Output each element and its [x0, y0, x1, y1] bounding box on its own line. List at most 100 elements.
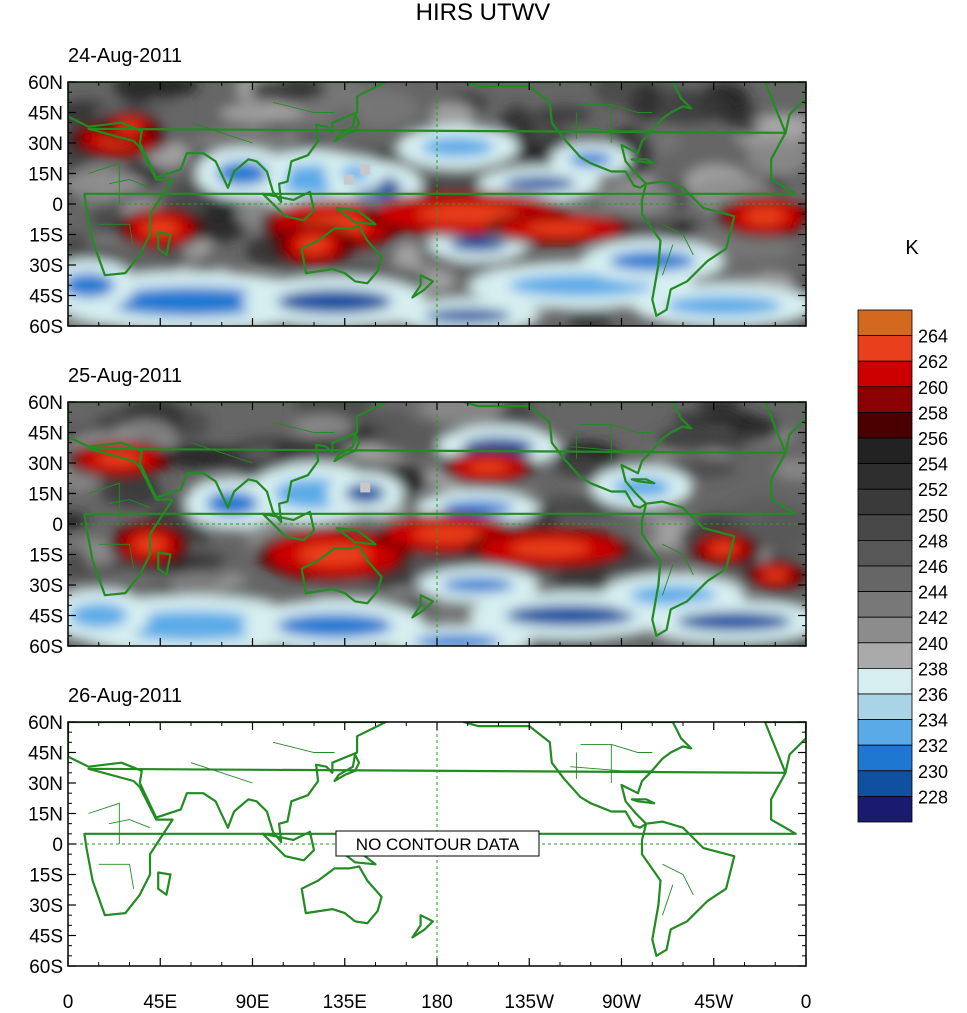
colorbar-swatches — [857, 309, 913, 823]
colorbar-label: 238 — [918, 659, 948, 679]
panel-date-label: 25-Aug-2011 — [68, 365, 182, 387]
border-line — [108, 819, 151, 829]
coastline — [68, 402, 387, 524]
longitude-tick-label: 180 — [421, 992, 453, 1013]
colorbar-label: 264 — [918, 327, 948, 347]
utwv-field — [68, 402, 806, 646]
border-line — [272, 741, 335, 753]
colorbar-swatch — [857, 488, 913, 516]
border-line — [580, 103, 653, 113]
colorbar-swatch — [857, 642, 913, 669]
colorbar-label: 228 — [918, 787, 948, 807]
coastline — [763, 82, 806, 134]
colorbar-label: 244 — [918, 583, 948, 603]
border-line — [108, 179, 151, 189]
colorbar-swatch — [857, 309, 913, 337]
panel-axes: 60N 45N 30N 15N 0 15S 30S 45S 60S — [28, 713, 807, 978]
coastline — [261, 830, 316, 862]
latitude-tick-label: 0 — [52, 195, 63, 216]
panel-axes: 60N 45N 30N 15N 0 15S 30S 45S 60S — [28, 393, 807, 658]
coastline — [300, 865, 383, 925]
colorbar-label: 254 — [918, 455, 948, 475]
latitude-tick-label: 15N — [28, 165, 63, 186]
latitude-tick-label: 45N — [28, 424, 63, 445]
border-line — [570, 126, 653, 132]
panel-date-label: 24-Aug-2011 — [68, 45, 182, 67]
colorbar-swatch — [857, 796, 913, 823]
coastline — [333, 753, 361, 783]
coastline — [462, 82, 693, 189]
colorbar-label: 258 — [918, 403, 948, 423]
colorbar-label: 252 — [918, 480, 948, 500]
colorbar-label: 246 — [918, 557, 948, 577]
latitude-tick-label: 60S — [29, 957, 63, 978]
coastline — [157, 871, 172, 896]
panel-24-aug: 24-Aug-2011 60N 45N 30N 15N 0 15S 30S 45S 60S — [28, 45, 807, 338]
border-line — [662, 863, 694, 896]
coastline — [462, 722, 693, 829]
border-line — [570, 446, 653, 452]
panel-axes: 60N 45N 30N 15N 0 15S 30S 45S 60S — [28, 73, 807, 338]
longitude-tick-label: 0 — [63, 992, 74, 1013]
latitude-tick-label: 60S — [29, 637, 63, 658]
colorbar-label: 262 — [918, 352, 948, 372]
border-line — [570, 766, 653, 772]
longitude-tick-label: 90E — [236, 992, 270, 1013]
colorbar-swatch — [857, 719, 913, 746]
border-line — [662, 223, 694, 256]
colorbar-swatch — [857, 360, 913, 388]
colorbar-swatch — [857, 565, 913, 593]
coastline — [83, 447, 797, 597]
latitude-tick-label: 60N — [28, 713, 63, 734]
panel-25-aug: 25-Aug-2011 60N 45N 30N 15N 0 15S 30S 45S 60S — [28, 365, 807, 658]
colorbar-swatch — [857, 591, 913, 618]
latitude-tick-label: 30S — [29, 896, 63, 917]
coastlines — [68, 402, 806, 646]
border-line — [190, 442, 253, 464]
coastline — [411, 914, 434, 939]
colorbar-label: 240 — [918, 634, 948, 654]
border-line — [272, 101, 335, 113]
latitude-tick-label: 45N — [28, 104, 63, 125]
coastline — [630, 478, 656, 485]
coastline — [640, 500, 736, 637]
latitude-tick-label: 60S — [29, 317, 63, 338]
coastline — [411, 274, 434, 299]
colorbar-unit: K — [905, 237, 919, 259]
panel-date-label: 26-Aug-2011 — [68, 685, 182, 707]
coastline — [335, 207, 377, 226]
colorbar-label: 236 — [918, 685, 948, 705]
longitude-tick-labels: 0 45E 90E 135E 180 135W 90W 45W 0 — [63, 992, 812, 1013]
border-line — [190, 122, 253, 144]
longitude-tick-label: 0 — [801, 992, 812, 1013]
latitude-tick-label: 15S — [29, 866, 63, 887]
border-line — [662, 543, 694, 576]
coastline — [333, 433, 361, 463]
latitude-tick-label: 15S — [29, 546, 63, 567]
coastline — [630, 158, 656, 165]
latitude-tick-label: 15N — [28, 805, 63, 826]
latitude-tick-label: 15S — [29, 226, 63, 247]
colorbar-swatch — [857, 514, 913, 541]
colorbar-label: 230 — [918, 762, 948, 782]
latitude-tick-label: 60N — [28, 73, 63, 94]
border-line — [98, 863, 135, 889]
coastline — [763, 402, 806, 454]
colorbar-swatch — [857, 693, 913, 721]
colorbar-swatch — [857, 770, 913, 797]
coastline — [640, 820, 736, 957]
colorbar-swatch — [857, 386, 913, 413]
coastline — [300, 225, 383, 285]
coastline — [335, 527, 377, 546]
longitude-tick-label: 45W — [694, 992, 733, 1013]
latitude-tick-label: 30N — [28, 454, 63, 475]
coastline — [261, 190, 316, 222]
colorbar-label: 260 — [918, 378, 948, 398]
latitude-tick-label: 15N — [28, 485, 63, 506]
longitude-tick-label: 135E — [323, 992, 367, 1013]
no-data-box: NO CONTOUR DATA — [335, 830, 540, 857]
colorbar-swatch — [857, 411, 913, 439]
colorbar-swatch — [857, 437, 913, 465]
latitude-tick-label: 0 — [52, 835, 63, 856]
